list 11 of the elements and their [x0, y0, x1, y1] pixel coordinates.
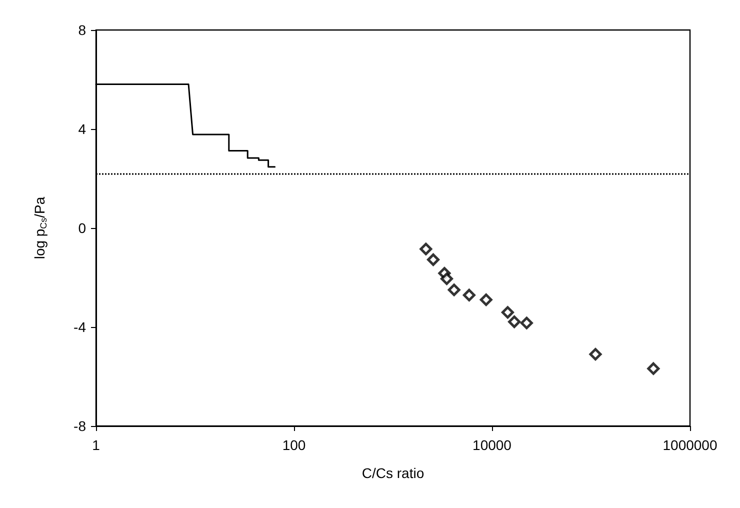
y-tick-label: 8: [78, 22, 86, 38]
y-axis-title: log pCs/Pa: [32, 196, 48, 260]
x-axis-title: C/Cs ratio: [362, 465, 424, 481]
x-tick-label: 10000: [472, 437, 512, 453]
x-tick-label: 100: [282, 437, 306, 453]
x-tick-label: 1000000: [662, 437, 718, 453]
y-tick-label: 0: [78, 220, 86, 236]
y-tick-label: 4: [78, 121, 86, 137]
x-tick-label: 1: [92, 437, 100, 453]
y-tick-label: -4: [74, 319, 86, 335]
y-tick-label: -8: [74, 418, 86, 434]
